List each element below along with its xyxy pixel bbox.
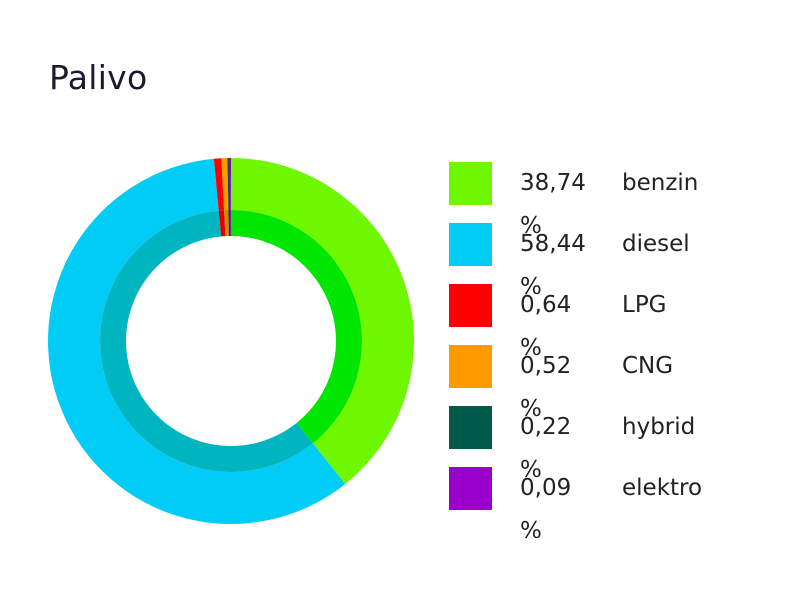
legend-label-benzin: benzin (622, 170, 699, 196)
slice-inner-cng (224, 210, 229, 237)
legend-value-benzin: 38,74 % (520, 170, 586, 239)
slice-outer-cng (221, 158, 229, 211)
legend-label-diesel: diesel (622, 231, 690, 257)
slice-inner-benzin (231, 210, 363, 444)
legend-label-cng: CNG (622, 353, 674, 379)
legend-swatch-benzin (449, 162, 492, 205)
legend-swatch-diesel (449, 223, 492, 266)
donut-chart (47, 158, 414, 524)
legend-label-hybrid: hybrid (622, 414, 696, 440)
slice-inner-hybrid (228, 210, 231, 237)
slice-outer-diesel (47, 158, 346, 524)
legend-label-elektro: elektro (622, 475, 703, 501)
slice-outer-elektro (229, 158, 231, 211)
legend-value-hybrid: 0,22 % (520, 414, 572, 483)
slice-inner-diesel (100, 210, 313, 472)
legend-swatch-hybrid (449, 406, 492, 449)
legend-swatch-lpg (449, 284, 492, 327)
chart-title: Palivo (49, 58, 148, 97)
legend-value-cng: 0,52 % (520, 353, 572, 422)
legend-value-diesel: 58,44 % (520, 231, 586, 300)
legend-label-lpg: LPG (622, 292, 667, 318)
legend-value-elektro: 0,09 % (520, 475, 572, 544)
slice-outer-lpg (213, 158, 225, 211)
slice-outer-hybrid (227, 158, 231, 211)
legend-value-lpg: 0,64 % (520, 292, 572, 361)
slice-inner-elektro (230, 210, 231, 237)
legend-swatch-cng (449, 345, 492, 388)
slice-inner-lpg (218, 210, 226, 237)
slice-outer-benzin (231, 158, 414, 484)
legend-swatch-elektro (449, 467, 492, 510)
